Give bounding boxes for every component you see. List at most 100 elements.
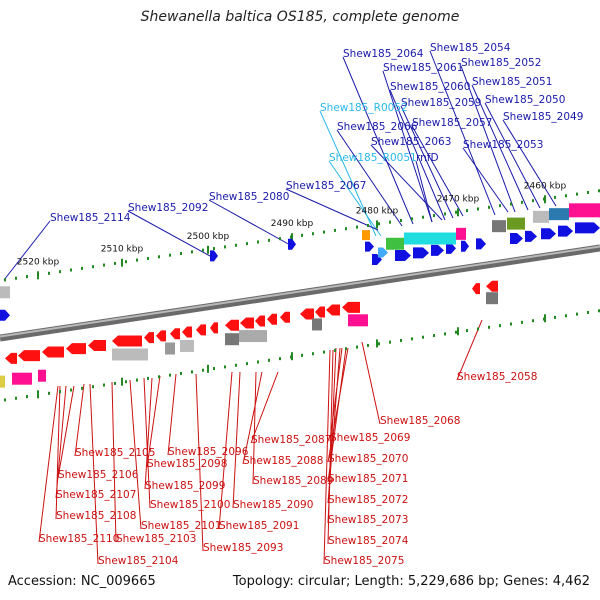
scale-dot-upper bbox=[499, 204, 501, 208]
scale-dot-lower bbox=[323, 350, 325, 354]
reverse-gene-label: Shew185_2091 bbox=[219, 520, 299, 532]
scale-dot-upper bbox=[422, 215, 424, 219]
scale-dot-upper bbox=[521, 200, 523, 204]
scale-dot-lower bbox=[26, 395, 28, 399]
forward-gene-arrow bbox=[288, 238, 296, 250]
forward-gene-arrow bbox=[510, 233, 523, 245]
cog-block bbox=[404, 232, 456, 245]
forward-gene-arrow bbox=[395, 250, 411, 262]
cog-block bbox=[225, 333, 239, 346]
scale-dot-upper bbox=[356, 225, 358, 229]
forward-gene-label: Shew185_2066 bbox=[337, 121, 418, 133]
reverse-gene-label-line bbox=[89, 383, 99, 565]
scale-dot-upper bbox=[92, 265, 94, 269]
forward-gene-arrow bbox=[541, 228, 556, 240]
forward-gene-label: Shew185_2060 bbox=[390, 81, 470, 93]
scale-dot-lower bbox=[235, 363, 237, 367]
scale-dot-upper bbox=[180, 252, 182, 255]
cog-block bbox=[569, 203, 600, 218]
forward-gene-label-line bbox=[462, 147, 509, 213]
forward-gene-label: Shew185_2063 bbox=[371, 136, 451, 148]
forward-gene-label-line bbox=[382, 70, 433, 223]
scale-dot-upper bbox=[587, 190, 589, 194]
callout-lines bbox=[3, 50, 557, 565]
forward-gene-label: Shew185_2059 bbox=[401, 97, 481, 109]
forward-gene-label-line bbox=[471, 84, 529, 211]
scale-dot-upper bbox=[268, 238, 270, 242]
reverse-gene-label-line bbox=[218, 371, 233, 530]
forward-gene-label-line bbox=[208, 199, 293, 247]
scale-dot-lower bbox=[191, 370, 193, 374]
scale-dot-lower bbox=[92, 385, 94, 389]
scale-dot-upper bbox=[510, 202, 512, 206]
scale-dot-upper bbox=[257, 240, 259, 244]
forward-gene-label: Shew185_2061 bbox=[383, 62, 463, 74]
reverse-gene-label: Shew185_2093 bbox=[203, 542, 283, 554]
major-tick-lower bbox=[37, 390, 39, 399]
scale-dot-lower bbox=[499, 324, 501, 328]
forward-gene-label-line bbox=[3, 220, 51, 281]
reverse-gene-arrow bbox=[342, 301, 360, 313]
scale-dot-upper bbox=[59, 270, 61, 274]
cog-block bbox=[456, 227, 466, 240]
scale-dot-lower bbox=[246, 362, 248, 366]
scale-dot-lower bbox=[147, 376, 149, 380]
scale-dot-upper bbox=[202, 248, 204, 252]
forward-gene-label: Shew185_2052 bbox=[461, 57, 541, 69]
scale-dot-lower bbox=[114, 381, 116, 385]
scale-dot-lower bbox=[466, 329, 468, 333]
forward-gene-label: Shew185_2064 bbox=[343, 48, 424, 60]
scale-dot-lower bbox=[378, 342, 380, 346]
forward-gene-label: Shew185_2054 bbox=[430, 42, 511, 54]
reverse-gene-arrow bbox=[196, 324, 206, 336]
forward-gene-label-line bbox=[336, 129, 403, 227]
genome-summary-text: Topology: circular; Length: 5,229,686 bp… bbox=[232, 574, 590, 589]
forward-gene-label-line bbox=[411, 125, 464, 217]
genome-backbone bbox=[0, 244, 600, 342]
scale-dot-upper bbox=[367, 223, 369, 227]
scale-dot-upper bbox=[312, 232, 314, 236]
scale-dot-upper bbox=[26, 275, 28, 279]
scale-label: 2520 kbp bbox=[17, 257, 60, 267]
reverse-gene-label-line bbox=[111, 381, 117, 543]
scale-dot-lower bbox=[103, 383, 105, 387]
scale-dot-lower bbox=[444, 332, 446, 336]
scale-dot-upper bbox=[576, 192, 578, 196]
backbone-line bbox=[0, 244, 600, 342]
scale-dot-upper bbox=[323, 230, 325, 234]
reverse-gene-arrow bbox=[144, 332, 154, 344]
reverse-gene-label: Shew185_2099 bbox=[145, 480, 225, 492]
cog-block bbox=[239, 330, 267, 343]
scale-dot-lower bbox=[367, 343, 369, 347]
forward-gene-label-line bbox=[342, 56, 414, 225]
scale-dot-upper bbox=[103, 263, 105, 267]
reverse-gene-label-line bbox=[129, 379, 142, 530]
reverse-gene-label: Shew185_2110 bbox=[39, 533, 119, 545]
reverse-gene-label-line bbox=[327, 349, 334, 545]
forward-gene-label: Shew185_2114 bbox=[50, 212, 131, 224]
scale-dot-lower bbox=[125, 380, 127, 384]
scale-dot-lower bbox=[312, 352, 314, 356]
forward-gene-label: Shew185_2067 bbox=[286, 180, 366, 192]
scale-dot-upper bbox=[224, 245, 226, 249]
forward-gene-arrow bbox=[476, 238, 486, 250]
reverse-gene-arrow bbox=[88, 339, 106, 351]
forward-gene-label: Shew185_2057 bbox=[412, 117, 492, 129]
scale-dot-upper bbox=[4, 278, 6, 282]
scale-dot-upper bbox=[158, 255, 160, 259]
reverse-gene-label: Shew185_2069 bbox=[330, 432, 410, 444]
scale-dot-lower bbox=[433, 334, 435, 338]
reverse-gene-label-line bbox=[146, 375, 161, 468]
forward-gene-arrow bbox=[446, 242, 456, 254]
scale-dot-upper bbox=[191, 250, 193, 254]
scale-dot-lower bbox=[598, 309, 600, 313]
scale-label: 2510 kbp bbox=[101, 245, 144, 255]
major-tick-lower bbox=[121, 377, 123, 386]
major-tick bbox=[37, 271, 39, 280]
reverse-gene-arrow bbox=[18, 350, 40, 362]
scale-dot-lower bbox=[345, 347, 347, 351]
reverse-gene-arrow bbox=[280, 311, 290, 323]
scale-dot-lower bbox=[576, 312, 578, 316]
reverse-gene-label-line bbox=[74, 383, 85, 457]
forward-gene-label-line bbox=[502, 119, 557, 207]
